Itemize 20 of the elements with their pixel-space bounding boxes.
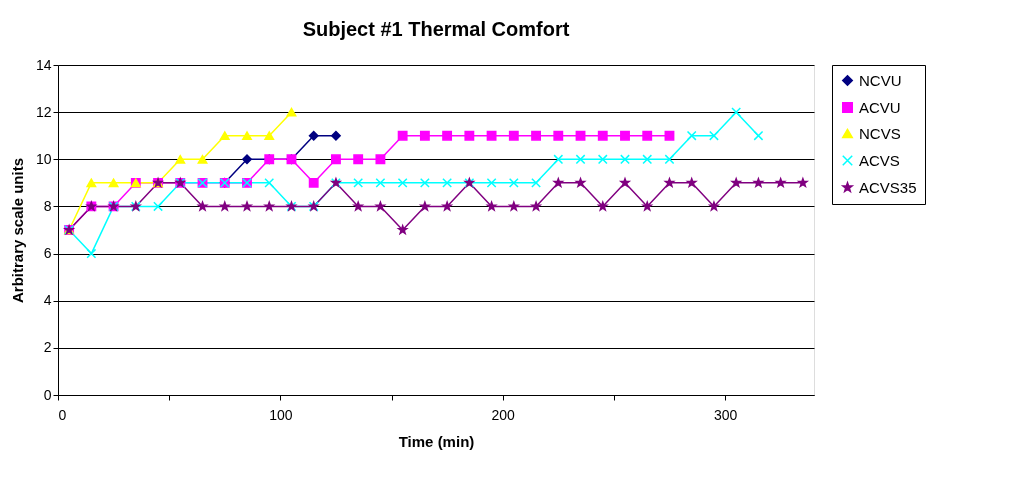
x-axis-title: Time (min) xyxy=(398,432,475,450)
y-tick-label: 2 xyxy=(43,339,52,356)
x-tick-label: 0 xyxy=(58,406,67,423)
y-tick-label: 8 xyxy=(43,197,52,214)
y-axis-title: Arbitrary scale units xyxy=(8,157,26,304)
chart-title: Subject #1 Thermal Comfort xyxy=(302,18,570,40)
y-tick-label: 4 xyxy=(43,292,52,309)
x-tick-label: 100 xyxy=(269,406,293,423)
legend-label: NCVS xyxy=(859,124,901,142)
legend-label: ACVS xyxy=(859,151,900,169)
y-tick-label: 14 xyxy=(35,56,52,73)
y-tick-label: 0 xyxy=(43,386,52,403)
legend-label: NCVU xyxy=(859,71,902,89)
x-tick-label: 300 xyxy=(713,406,738,423)
legend-label: ACVU xyxy=(859,98,901,116)
legend-label: ACVS35 xyxy=(859,178,917,196)
y-tick-label: 10 xyxy=(35,150,52,167)
y-tick-label: 6 xyxy=(43,245,52,262)
y-tick-label: 12 xyxy=(35,103,52,120)
x-tick-label: 200 xyxy=(491,406,516,423)
